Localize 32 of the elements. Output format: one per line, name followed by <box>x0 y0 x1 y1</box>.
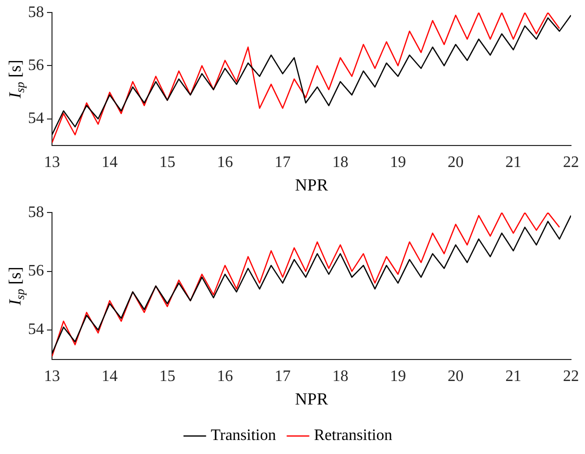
y-tick-label: 54 <box>28 110 44 128</box>
x-tick-label: 21 <box>505 154 522 172</box>
x-tick-label: 15 <box>159 368 176 386</box>
y-tick-label: 58 <box>28 4 44 21</box>
x-tick-label: 17 <box>274 154 291 172</box>
y-axis-title: Isp [s] <box>5 60 28 100</box>
y-tick-label: 58 <box>28 204 44 221</box>
x-tick-label: 22 <box>563 368 579 386</box>
x-tick-label: 16 <box>217 154 233 172</box>
x-tick-label: 13 <box>44 154 60 172</box>
x-tick-label: 20 <box>448 368 464 386</box>
x-tick-label: 22 <box>563 154 579 172</box>
x-tick-label: 21 <box>505 368 522 386</box>
x-tick-label: 18 <box>332 368 348 386</box>
x-tick-label: 13 <box>44 368 60 386</box>
x-tick-label: 16 <box>217 368 233 386</box>
x-tick-label: 19 <box>390 368 406 386</box>
x-tick-label: 20 <box>448 154 464 172</box>
y-tick-label: 54 <box>28 321 44 338</box>
y-tick-label: 56 <box>28 262 44 280</box>
x-tick-label: 15 <box>159 154 176 172</box>
x-tick-label: 14 <box>102 154 118 172</box>
x-axis-title: NPR <box>294 175 329 194</box>
x-tick-label: 14 <box>102 368 118 386</box>
x-tick-label: 19 <box>390 154 406 172</box>
x-axis-title: NPR <box>294 389 329 408</box>
y-axis-title: Isp [s] <box>5 266 28 306</box>
legend-label: Transition <box>210 427 276 444</box>
x-tick-label: 17 <box>274 368 291 386</box>
y-tick-label: 56 <box>28 56 44 74</box>
x-tick-label: 18 <box>332 154 348 172</box>
legend-label: Retransition <box>314 427 392 444</box>
